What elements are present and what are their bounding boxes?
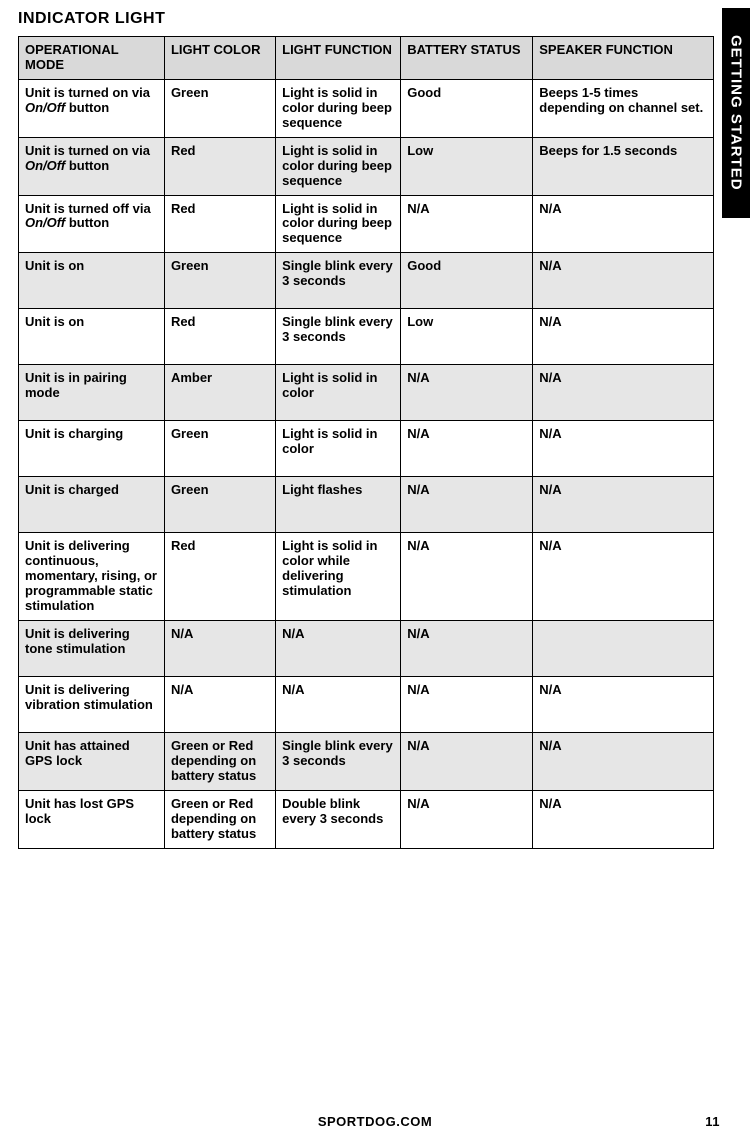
cell-light-function: Light is solid in color while delivering… xyxy=(276,533,401,621)
cell-operational-mode: Unit has attained GPS lock xyxy=(19,733,165,791)
col-header: LIGHT COLOR xyxy=(164,37,275,80)
page-title: INDICATOR LIGHT xyxy=(18,10,714,28)
cell-operational-mode: Unit is on xyxy=(19,309,165,365)
cell-speaker-function: N/A xyxy=(533,790,714,848)
cell-light-function: Light is solid in color xyxy=(276,365,401,421)
table-row: Unit is delivering continuous, momentary… xyxy=(19,533,714,621)
cell-light-function: Light is solid in color xyxy=(276,421,401,477)
table-row: Unit has attained GPS lockGreen or Red d… xyxy=(19,733,714,791)
cell-light-color: N/A xyxy=(164,621,275,677)
cell-light-function: N/A xyxy=(276,677,401,733)
table-row: Unit is chargingGreenLight is solid in c… xyxy=(19,421,714,477)
cell-battery-status: N/A xyxy=(401,195,533,253)
table-row: Unit has lost GPS lockGreen or Red depen… xyxy=(19,790,714,848)
cell-operational-mode: Unit is delivering continuous, momentary… xyxy=(19,533,165,621)
table-row: Unit is chargedGreenLight flashesN/AN/A xyxy=(19,477,714,533)
cell-speaker-function: N/A xyxy=(533,677,714,733)
cell-speaker-function: N/A xyxy=(533,421,714,477)
cell-light-function: Single blink every 3 seconds xyxy=(276,309,401,365)
cell-speaker-function: Beeps for 1.5 seconds xyxy=(533,137,714,195)
table-row: Unit is turned off via On/Off buttonRedL… xyxy=(19,195,714,253)
cell-light-function: Double blink every 3 seconds xyxy=(276,790,401,848)
cell-operational-mode: Unit is charging xyxy=(19,421,165,477)
footer-site: SPORTDOG.COM xyxy=(318,1114,432,1129)
indicator-light-table: OPERATIONAL MODE LIGHT COLOR LIGHT FUNCT… xyxy=(18,36,714,849)
table-row: Unit is onRedSingle blink every 3 second… xyxy=(19,309,714,365)
col-header: OPERATIONAL MODE xyxy=(19,37,165,80)
cell-light-function: Light is solid in color during beep sequ… xyxy=(276,195,401,253)
cell-light-color: Green or Red depending on battery status xyxy=(164,733,275,791)
table-row: Unit is delivering tone stimulationN/AN/… xyxy=(19,621,714,677)
table-row: Unit is in pairing modeAmberLight is sol… xyxy=(19,365,714,421)
page-footer: SPORTDOG.COM 11 xyxy=(0,1114,750,1129)
cell-battery-status: N/A xyxy=(401,533,533,621)
cell-light-color: Red xyxy=(164,533,275,621)
cell-speaker-function: N/A xyxy=(533,253,714,309)
col-header: BATTERY STATUS xyxy=(401,37,533,80)
cell-light-color: Green xyxy=(164,253,275,309)
cell-operational-mode: Unit has lost GPS lock xyxy=(19,790,165,848)
cell-battery-status: N/A xyxy=(401,733,533,791)
cell-light-color: Red xyxy=(164,309,275,365)
cell-battery-status: Low xyxy=(401,309,533,365)
cell-light-color: Green xyxy=(164,79,275,137)
cell-speaker-function: N/A xyxy=(533,309,714,365)
table-row: Unit is turned on via On/Off buttonRedLi… xyxy=(19,137,714,195)
cell-operational-mode: Unit is charged xyxy=(19,477,165,533)
cell-operational-mode: Unit is turned on via On/Off button xyxy=(19,79,165,137)
cell-operational-mode: Unit is in pairing mode xyxy=(19,365,165,421)
cell-light-color: Green xyxy=(164,477,275,533)
cell-operational-mode: Unit is turned on via On/Off button xyxy=(19,137,165,195)
cell-light-function: N/A xyxy=(276,621,401,677)
cell-light-color: Red xyxy=(164,137,275,195)
cell-operational-mode: Unit is on xyxy=(19,253,165,309)
cell-battery-status: N/A xyxy=(401,677,533,733)
cell-light-color: Green or Red depending on battery status xyxy=(164,790,275,848)
table-header-row: OPERATIONAL MODE LIGHT COLOR LIGHT FUNCT… xyxy=(19,37,714,80)
cell-speaker-function: N/A xyxy=(533,733,714,791)
cell-battery-status: N/A xyxy=(401,477,533,533)
cell-light-function: Light is solid in color during beep sequ… xyxy=(276,137,401,195)
cell-light-color: Red xyxy=(164,195,275,253)
cell-speaker-function: N/A xyxy=(533,477,714,533)
cell-operational-mode: Unit is turned off via On/Off button xyxy=(19,195,165,253)
cell-battery-status: Low xyxy=(401,137,533,195)
cell-light-function: Light flashes xyxy=(276,477,401,533)
cell-light-color: N/A xyxy=(164,677,275,733)
cell-light-function: Single blink every 3 seconds xyxy=(276,253,401,309)
cell-light-function: Single blink every 3 seconds xyxy=(276,733,401,791)
cell-battery-status: N/A xyxy=(401,365,533,421)
cell-light-color: Green xyxy=(164,421,275,477)
table-row: Unit is onGreenSingle blink every 3 seco… xyxy=(19,253,714,309)
table-row: Unit is delivering vibration stimulation… xyxy=(19,677,714,733)
col-header: LIGHT FUNCTION xyxy=(276,37,401,80)
cell-speaker-function: N/A xyxy=(533,365,714,421)
cell-light-color: Amber xyxy=(164,365,275,421)
col-header: SPEAKER FUNCTION xyxy=(533,37,714,80)
cell-battery-status: N/A xyxy=(401,790,533,848)
cell-operational-mode: Unit is delivering tone stimulation xyxy=(19,621,165,677)
cell-operational-mode: Unit is delivering vibration stimulation xyxy=(19,677,165,733)
cell-speaker-function xyxy=(533,621,714,677)
cell-battery-status: N/A xyxy=(401,621,533,677)
cell-battery-status: Good xyxy=(401,79,533,137)
cell-light-function: Light is solid in color during beep sequ… xyxy=(276,79,401,137)
footer-page-number: 11 xyxy=(705,1114,720,1129)
section-tab: GETTING STARTED xyxy=(722,8,750,218)
cell-battery-status: N/A xyxy=(401,421,533,477)
cell-speaker-function: Beeps 1-5 times depending on channel set… xyxy=(533,79,714,137)
table-row: Unit is turned on via On/Off buttonGreen… xyxy=(19,79,714,137)
cell-speaker-function: N/A xyxy=(533,195,714,253)
cell-speaker-function: N/A xyxy=(533,533,714,621)
cell-battery-status: Good xyxy=(401,253,533,309)
